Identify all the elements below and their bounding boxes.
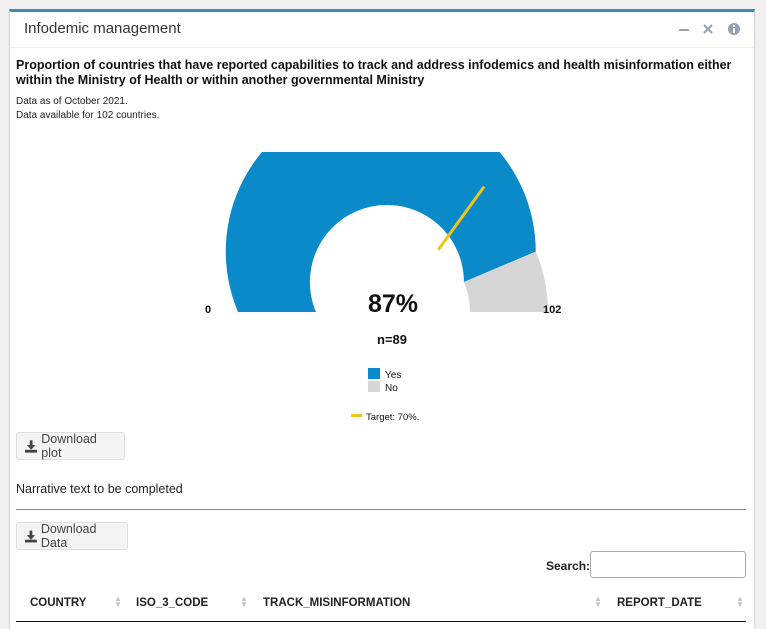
gauge-arc-no [463,251,548,312]
infodemic-panel: Infodemic management Proportion of count… [9,9,755,629]
legend-swatch-no [368,381,380,392]
gauge-n-label: n=89 [377,332,407,347]
chart-heading: Proportion of countries that have report… [16,58,732,87]
gauge-min-label: 0 [205,304,211,316]
sort-icon[interactable]: ▲ ▼ [594,594,602,609]
sort-icon[interactable]: ▲ ▼ [114,594,122,609]
minimize-icon[interactable] [676,21,692,37]
gauge-center-label: 87% [368,290,418,318]
download-data-button[interactable]: Download Data [16,522,128,550]
section-divider [16,509,746,510]
info-icon[interactable] [726,21,742,37]
legend-swatch-yes [368,368,380,379]
sort-icon[interactable]: ▲ ▼ [240,594,248,609]
panel-header: Infodemic management [10,12,754,48]
gauge-max-label: 102 [543,304,561,316]
search-label: Search: [546,559,591,573]
gauge-arc-yes [225,152,536,312]
gauge-chart: 0 102 87% n=89 Yes No Target: 70%. [205,152,561,423]
column-header-track-misinformation[interactable]: TRACK_MISINFORMATION [263,597,411,609]
column-header-report-date[interactable]: REPORT_DATE [617,597,702,609]
download-plot-button[interactable]: Download plot [16,432,125,460]
download-icon [25,530,37,542]
gauge-target-marker [437,185,486,251]
column-header-country[interactable]: COUNTRY [30,597,87,609]
search-input[interactable] [590,551,746,578]
legend-label-yes: Yes [385,370,401,381]
download-plot-label: Download plot [41,432,97,460]
data-as-of: Data as of October 2021. [16,96,128,107]
download-icon [25,439,38,453]
data-available: Data available for 102 countries. [16,110,160,121]
legend-label-no: No [385,383,398,394]
narrative-text: Narrative text to be completed [16,482,183,496]
legend-label-target: Target: 70%. [366,412,419,423]
panel-title: Infodemic management [24,20,181,37]
sort-icon[interactable]: ▲ ▼ [736,594,744,609]
column-header-iso3[interactable]: ISO_3_CODE [136,597,209,609]
table-header-row: COUNTRY ▲ ▼ ISO_3_CODE ▲ ▼ TRACK_MISINFORM… [16,592,746,622]
download-data-label: Download Data [40,522,97,550]
close-icon[interactable] [700,21,716,37]
legend-swatch-target [351,414,362,417]
